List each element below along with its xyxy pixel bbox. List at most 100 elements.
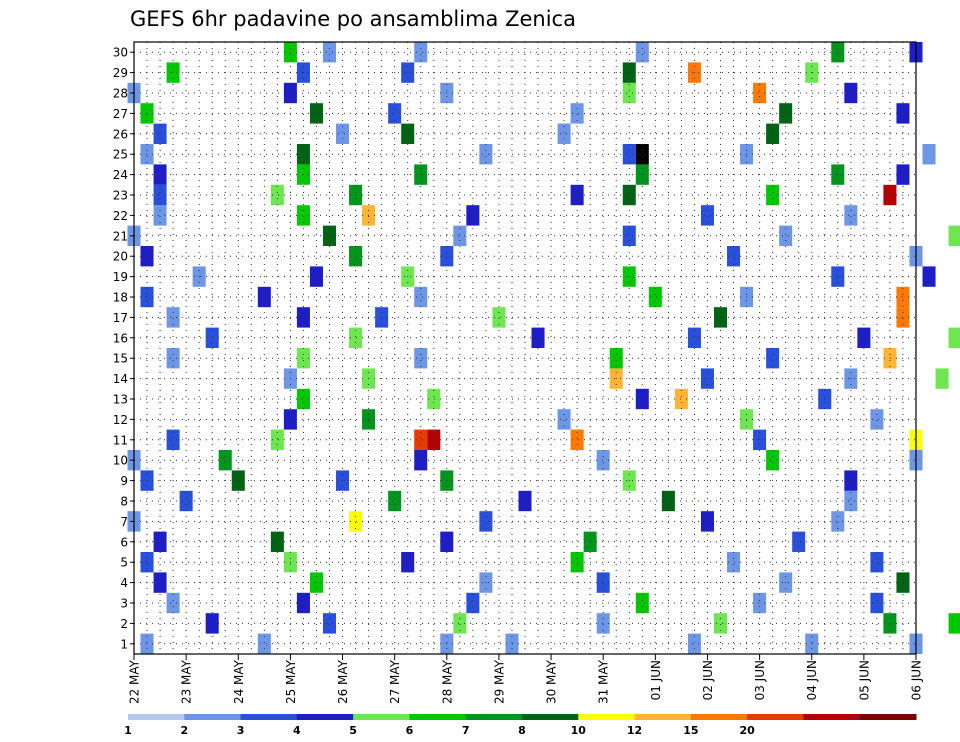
heatmap-cell xyxy=(414,348,428,369)
heatmap-cell xyxy=(753,82,767,104)
heatmap-cell xyxy=(844,205,858,226)
heatmap-cell xyxy=(414,286,428,308)
y-tick-label: 14 xyxy=(113,372,128,386)
heatmap-cell xyxy=(270,184,284,206)
heatmap-cell xyxy=(779,225,793,246)
heatmap-cell xyxy=(922,144,936,165)
y-tick-label: 4 xyxy=(120,576,128,590)
heatmap-cell xyxy=(531,327,545,348)
heatmap-cell xyxy=(766,348,780,369)
y-tick-label: 16 xyxy=(113,331,128,345)
heatmap-cell xyxy=(322,613,337,634)
heatmap-cell xyxy=(140,552,154,573)
heatmap-cell xyxy=(466,205,480,226)
heatmap-cell xyxy=(309,103,323,124)
heatmap-cell xyxy=(140,144,154,165)
x-tick-label: 04 JUN xyxy=(805,660,819,700)
heatmap-cell xyxy=(322,42,337,63)
heatmap-cell xyxy=(570,184,584,206)
heatmap-cell xyxy=(270,429,284,450)
heatmap-cell xyxy=(870,409,884,430)
legend-swatch xyxy=(690,714,748,720)
heatmap-cell xyxy=(570,429,584,450)
y-tick-label: 20 xyxy=(113,250,128,264)
y-tick-label: 18 xyxy=(113,291,128,305)
heatmap-cell xyxy=(270,531,284,552)
y-tick-label: 5 xyxy=(120,556,128,570)
heatmap-cell xyxy=(492,307,506,328)
heatmap-cell xyxy=(166,429,180,450)
legend-label: 7 xyxy=(462,724,470,737)
heatmap-cell xyxy=(727,246,741,267)
x-tick-label: 28 MAY xyxy=(440,659,454,704)
legend-swatch xyxy=(465,714,523,720)
heatmap-cell xyxy=(622,225,636,246)
legend-swatch xyxy=(296,714,354,720)
heatmap-cell xyxy=(935,368,949,389)
y-tick-label: 3 xyxy=(120,597,128,611)
x-tick-label: 03 JUN xyxy=(753,660,767,700)
heatmap-cell xyxy=(140,103,154,124)
x-tick-label: 06 JUN xyxy=(910,660,924,700)
heatmap-cell xyxy=(375,307,389,328)
y-tick-label: 30 xyxy=(113,46,128,60)
y-tick-label: 6 xyxy=(120,535,128,549)
heatmap-cell xyxy=(622,184,636,206)
legend-swatch xyxy=(353,714,410,720)
legend-label: 10 xyxy=(571,724,587,737)
heatmap-cell xyxy=(948,327,960,348)
heatmap-cell xyxy=(635,144,649,165)
heatmap-cell xyxy=(870,592,884,614)
heatmap-cell xyxy=(349,511,363,532)
heatmap-cell xyxy=(883,613,897,634)
heatmap-cell xyxy=(766,450,780,471)
heatmap-cell xyxy=(609,348,623,369)
heatmap-cell xyxy=(153,205,167,226)
heatmap-cell xyxy=(140,286,154,308)
heatmap-cell xyxy=(687,327,701,348)
heatmap-cell xyxy=(296,348,310,369)
heatmap-cell xyxy=(857,327,871,348)
y-tick-label: 28 xyxy=(113,87,128,101)
heatmap-cell xyxy=(570,552,584,573)
heatmap-cell xyxy=(766,123,780,144)
y-tick-label: 25 xyxy=(113,148,128,162)
x-tick-label: 31 MAY xyxy=(597,659,611,704)
heatmap-cell xyxy=(296,388,310,410)
heatmap-cell xyxy=(349,184,363,206)
heatmap-cell xyxy=(779,103,793,124)
heatmap-cell xyxy=(349,327,363,348)
x-tick-label: 26 MAY xyxy=(336,659,350,704)
x-tick-label: 22 MAY xyxy=(128,659,142,704)
heatmap-cell xyxy=(635,592,649,614)
y-tick-label: 23 xyxy=(113,189,128,203)
legend-swatch xyxy=(240,714,298,720)
heatmap-cell xyxy=(700,205,714,226)
heatmap-cell xyxy=(153,531,167,552)
legend-label: 1 xyxy=(124,724,132,737)
y-tick-label: 24 xyxy=(113,168,128,182)
heatmap-cell xyxy=(831,511,845,532)
y-tick-label: 1 xyxy=(120,637,128,651)
heatmap-cell xyxy=(635,388,649,410)
heatmap-cell xyxy=(596,613,610,634)
x-tick-label: 01 JUN xyxy=(649,660,663,700)
x-axis: 22 MAY 23 MAY 24 MAY 25 MAY 26 MAY 27 MAY 28 M… xyxy=(128,654,924,704)
heatmap-cell xyxy=(414,429,428,450)
legend-label: 5 xyxy=(349,724,357,737)
legend-swatch xyxy=(128,714,185,720)
heatmap-cell xyxy=(713,307,728,328)
y-tick-label: 29 xyxy=(113,66,128,80)
gridlines xyxy=(134,42,916,654)
x-tick-label: 24 MAY xyxy=(232,659,246,704)
heatmap-cell xyxy=(557,409,571,430)
y-tick-label: 27 xyxy=(113,107,128,121)
heatmap-cell xyxy=(414,450,428,471)
heatmap-cell xyxy=(648,286,662,308)
heatmap-cell xyxy=(557,123,571,144)
y-tick-label: 22 xyxy=(113,209,128,223)
heatmap-cell xyxy=(179,490,193,512)
x-tick-label: 30 MAY xyxy=(545,659,559,704)
heatmap-cell xyxy=(336,123,350,144)
heatmap-cell xyxy=(635,42,649,63)
